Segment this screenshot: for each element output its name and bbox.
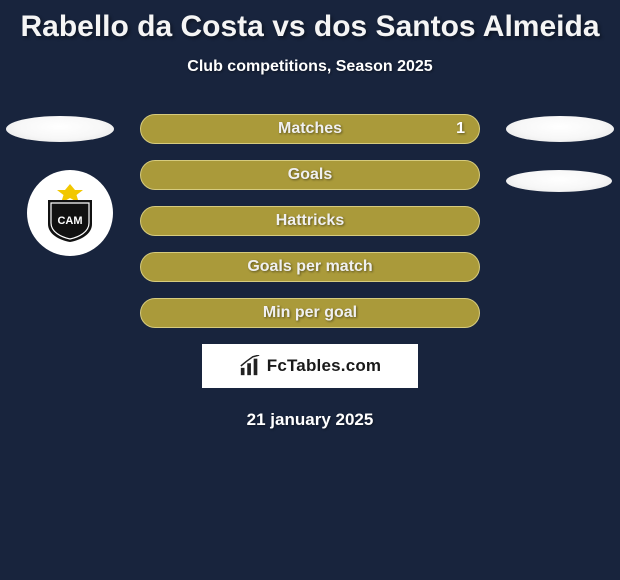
stat-value-right: 1: [456, 120, 465, 138]
brand-box: FcTables.com: [202, 344, 418, 388]
stat-label: Hattricks: [276, 212, 344, 230]
stat-label: Goals: [288, 166, 332, 184]
stat-bar-goals-per-match: Goals per match: [140, 252, 480, 282]
stat-bar-matches: Matches 1: [140, 114, 480, 144]
stat-bar-hattricks: Hattricks: [140, 206, 480, 236]
stat-bar-min-per-goal: Min per goal: [140, 298, 480, 328]
subtitle: Club competitions, Season 2025: [0, 58, 620, 76]
club-badge-circle: CAM: [27, 170, 113, 256]
stat-label: Matches: [278, 120, 342, 138]
right-ellipse-2: [506, 170, 612, 192]
stat-bars: Matches 1 Goals Hattricks Goals per matc…: [140, 114, 480, 328]
stat-label: Min per goal: [263, 304, 357, 322]
stat-bar-goals: Goals: [140, 160, 480, 190]
stat-label: Goals per match: [247, 258, 372, 276]
comparison-stage: CAM Matches 1 Goals Hattricks Goals per …: [0, 114, 620, 430]
right-ellipse-1: [506, 116, 614, 142]
page-title: Rabello da Costa vs dos Santos Almeida: [0, 0, 620, 44]
date-text: 21 january 2025: [0, 410, 620, 430]
left-ellipse-1: [6, 116, 114, 142]
club-crest-icon: CAM: [45, 184, 95, 242]
brand-text: FcTables.com: [267, 356, 382, 376]
bar-chart-icon: [239, 355, 261, 377]
crest-text: CAM: [57, 215, 82, 227]
